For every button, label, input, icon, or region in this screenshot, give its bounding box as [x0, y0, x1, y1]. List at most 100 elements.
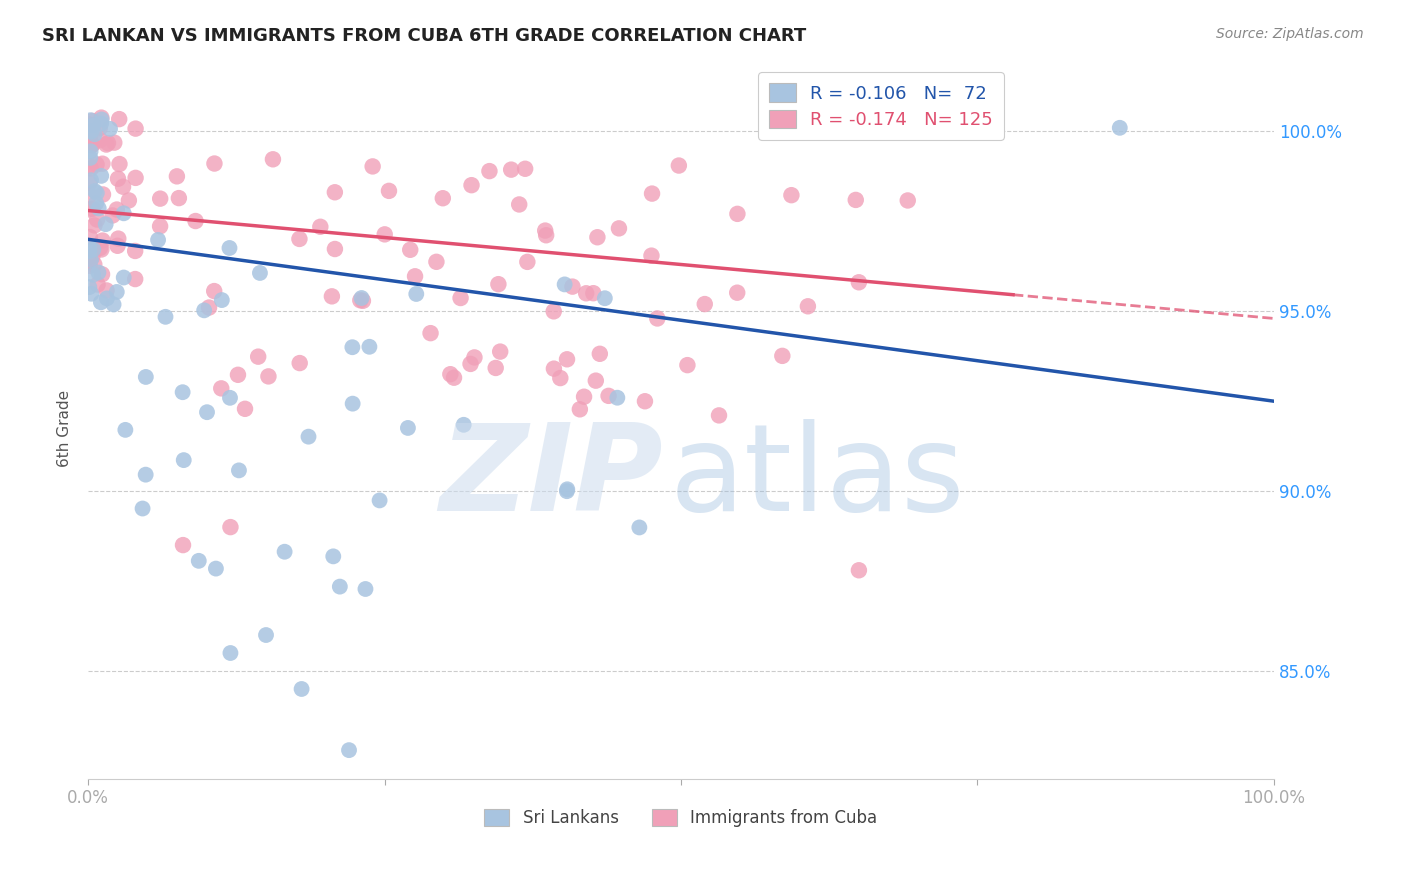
Point: [83, 184, 105, 198]
Point: [96, 292, 118, 306]
Point: [172, 538, 194, 552]
Point: [460, 357, 482, 371]
Point: [337, 743, 360, 757]
Point: [586, 230, 609, 244]
Point: [249, 266, 271, 280]
Point: [82, 249, 104, 263]
Point: [350, 291, 373, 305]
Point: [79, 259, 101, 273]
Point: [101, 209, 124, 223]
Point: [368, 493, 391, 508]
Point: [561, 279, 583, 293]
Point: [135, 467, 157, 482]
Point: [550, 371, 572, 385]
Point: [80, 286, 103, 301]
Point: [309, 219, 332, 234]
Point: [118, 194, 141, 208]
Point: [82, 119, 104, 133]
Point: [931, 117, 953, 131]
Point: [90, 116, 112, 130]
Point: [218, 241, 240, 255]
Point: [79, 117, 101, 131]
Point: [198, 301, 221, 315]
Point: [439, 368, 461, 382]
Point: [770, 349, 793, 363]
Point: [845, 193, 868, 207]
Point: [399, 243, 422, 257]
Point: [82, 114, 104, 128]
Point: [323, 186, 346, 200]
Point: [193, 303, 215, 318]
Point: [443, 370, 465, 384]
Point: [124, 170, 146, 185]
Point: [848, 275, 870, 289]
Point: [647, 311, 669, 326]
Point: [453, 417, 475, 432]
Point: [359, 340, 381, 354]
Point: [96, 137, 118, 152]
Point: [489, 344, 512, 359]
Point: [378, 184, 401, 198]
Point: [79, 280, 101, 294]
Point: [463, 351, 485, 365]
Point: [107, 171, 129, 186]
Point: [555, 352, 578, 367]
Point: [575, 286, 598, 301]
Point: [105, 285, 128, 299]
Point: [374, 227, 396, 242]
Point: [96, 284, 118, 298]
Point: [79, 244, 101, 258]
Point: [321, 289, 343, 303]
Point: [80, 173, 103, 187]
Point: [79, 128, 101, 143]
Point: [543, 304, 565, 318]
Point: [607, 221, 630, 235]
Point: [628, 520, 651, 534]
Point: [146, 233, 169, 247]
Point: [86, 186, 108, 200]
Point: [79, 160, 101, 174]
Point: [173, 453, 195, 467]
Point: [508, 197, 530, 211]
Point: [205, 561, 228, 575]
Point: [693, 297, 716, 311]
Point: [91, 157, 114, 171]
Point: [323, 242, 346, 256]
Text: ZIP: ZIP: [440, 418, 664, 536]
Point: [172, 385, 194, 400]
Point: [897, 194, 920, 208]
Point: [124, 244, 146, 258]
Point: [209, 381, 232, 395]
Point: [124, 121, 146, 136]
Point: [131, 501, 153, 516]
Point: [82, 202, 104, 216]
Point: [516, 255, 538, 269]
Point: [79, 250, 101, 264]
Point: [112, 179, 135, 194]
Point: [112, 206, 135, 220]
Point: [83, 219, 105, 233]
Point: [103, 297, 125, 311]
Point: [107, 239, 129, 253]
Point: [187, 554, 209, 568]
Point: [90, 111, 112, 125]
Point: [352, 293, 374, 308]
Point: [80, 253, 103, 268]
Point: [288, 232, 311, 246]
Point: [167, 191, 190, 205]
Point: [361, 160, 384, 174]
Point: [606, 391, 628, 405]
Point: [91, 187, 114, 202]
Point: [568, 402, 591, 417]
Point: [90, 112, 112, 127]
Point: [91, 234, 114, 248]
Point: [79, 240, 101, 254]
Point: [79, 145, 101, 159]
Point: [668, 159, 690, 173]
Point: [89, 121, 111, 136]
Point: [780, 188, 803, 202]
Point: [149, 192, 172, 206]
Point: [226, 368, 249, 382]
Point: [79, 151, 101, 165]
Point: [79, 188, 101, 202]
